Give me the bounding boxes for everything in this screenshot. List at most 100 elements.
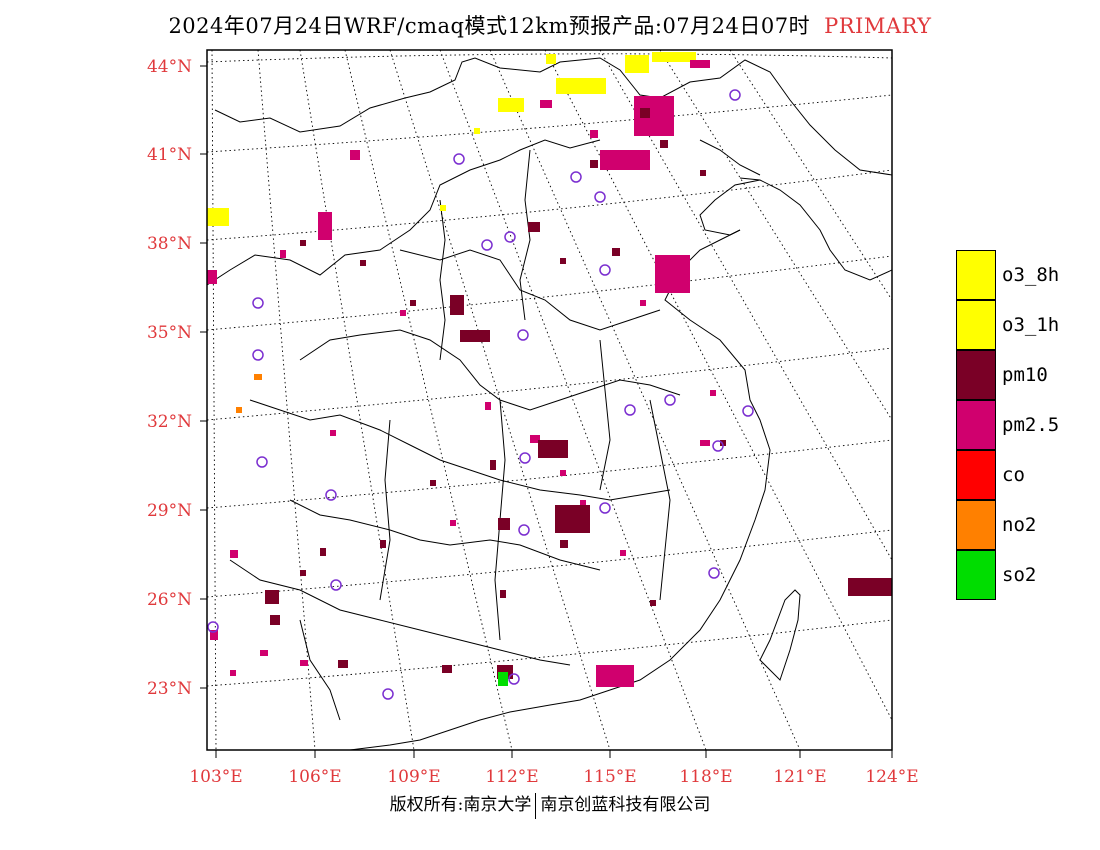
lon-label: 118°E — [679, 767, 732, 787]
pm10-cell — [560, 258, 566, 264]
station-marker — [570, 171, 582, 183]
graticule — [207, 50, 892, 750]
o3-cell — [556, 78, 606, 94]
station-marker — [252, 297, 264, 309]
station-marker — [624, 404, 636, 416]
pm25-cell — [450, 520, 456, 526]
no2-cell — [254, 374, 262, 380]
pm10-cell — [338, 660, 348, 668]
pm25-cell — [596, 665, 634, 687]
lon-label: 103°E — [189, 767, 242, 787]
pm25-cell — [300, 660, 308, 666]
station-marker — [519, 452, 531, 464]
legend-label: pm10 — [1002, 364, 1048, 386]
pm25-cell — [280, 250, 286, 258]
copyright-right: 南京创蓝科技有限公司 — [540, 795, 711, 815]
legend-item: pm2.5 — [956, 400, 1086, 450]
lon-label: 115°E — [583, 767, 636, 787]
o3-cell — [498, 98, 524, 112]
legend-item: o3_8h — [956, 250, 1086, 300]
pm10-cell — [300, 240, 306, 246]
pm25-cell — [350, 150, 360, 160]
boundaries — [207, 57, 892, 750]
station-marker — [256, 456, 268, 468]
station-marker — [325, 489, 337, 501]
pm10-cell — [528, 222, 540, 232]
pm10-cell — [460, 330, 490, 342]
pm10-cell — [360, 260, 366, 266]
pm10-cell — [410, 300, 416, 306]
station-marker — [599, 264, 611, 276]
pm10-cell — [300, 570, 306, 576]
station-marker — [481, 239, 493, 251]
pm10-cell — [848, 578, 892, 596]
station-marker — [712, 440, 724, 452]
station-marker — [729, 89, 741, 101]
monitor-stations — [207, 89, 754, 700]
legend-label: o3_1h — [1002, 314, 1060, 336]
pm10-cell — [500, 590, 506, 598]
pm10-cell — [442, 665, 452, 673]
pm25-cell — [690, 60, 710, 68]
lat-label: 29°N — [147, 501, 192, 521]
pm10-cell — [490, 460, 496, 470]
map-axes: 44°N 41°N 38°N 35°N 32°N 29°N 26°N 23°N 103°E 106… — [147, 57, 919, 787]
legend-label: so2 — [1002, 564, 1037, 586]
station-marker — [382, 688, 394, 700]
pm25-cell — [590, 130, 598, 138]
lat-label: 44°N — [147, 57, 192, 77]
pm25-cell — [700, 440, 710, 446]
legend-label: co — [1002, 464, 1025, 486]
legend-item: o3_1h — [956, 300, 1086, 350]
lon-label: 112°E — [485, 767, 538, 787]
title-text: 2024年07月24日WRF/cmaq模式12km预报产品:07月24日07时 — [168, 14, 811, 38]
station-marker — [708, 567, 720, 579]
pollutant-cells — [207, 52, 892, 687]
o3-cell — [474, 128, 480, 134]
pm10-cell — [498, 518, 510, 530]
legend-label: o3_8h — [1002, 264, 1060, 286]
map-frame — [206, 49, 893, 751]
lon-label: 109°E — [387, 767, 440, 787]
pm10-cell — [270, 615, 280, 625]
pm25-cell — [710, 390, 716, 396]
pm10-cell — [612, 248, 620, 256]
legend-swatch — [956, 500, 996, 550]
o3-cell — [546, 54, 556, 64]
lat-label: 38°N — [147, 234, 192, 254]
pm25-cell — [580, 500, 586, 506]
pm25-cell — [207, 270, 217, 284]
primary-tag: PRIMARY — [824, 14, 932, 38]
legend-swatch — [956, 450, 996, 500]
pm10-cell — [590, 160, 598, 168]
pm10-cell — [450, 295, 464, 315]
so2-cell — [498, 672, 508, 686]
pm25-cell — [620, 550, 626, 556]
no2-cell — [236, 407, 242, 413]
o3-cell — [207, 208, 229, 226]
pm10-cell — [660, 140, 668, 148]
legend-swatch — [956, 400, 996, 450]
station-marker — [453, 153, 465, 165]
pm25-cell — [400, 310, 406, 316]
station-marker — [330, 579, 342, 591]
station-marker — [742, 405, 754, 417]
pm25-cell — [640, 300, 646, 306]
lat-label: 26°N — [147, 590, 192, 610]
pm10-cell — [720, 440, 726, 446]
legend-item: pm10 — [956, 350, 1086, 400]
pm10-cell — [430, 480, 436, 486]
legend-swatch — [956, 350, 996, 400]
lat-label: 35°N — [147, 323, 192, 343]
lon-label: 121°E — [773, 767, 826, 787]
legend-label: pm2.5 — [1002, 414, 1060, 436]
lat-label: 41°N — [147, 145, 192, 165]
station-marker — [252, 349, 264, 361]
station-marker — [508, 673, 520, 685]
legend-swatch — [956, 550, 996, 600]
pm10-cell — [555, 505, 590, 533]
pm25-cell — [485, 402, 491, 410]
lon-label: 106°E — [288, 767, 341, 787]
